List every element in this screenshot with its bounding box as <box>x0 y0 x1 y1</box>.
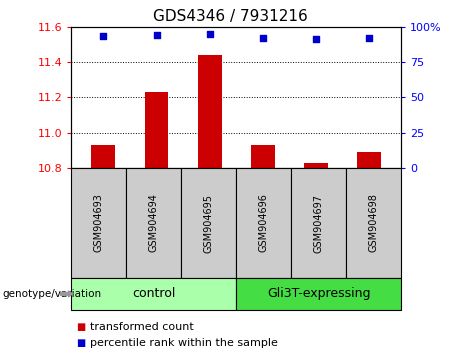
Bar <box>304 163 328 168</box>
Text: genotype/variation: genotype/variation <box>2 289 101 299</box>
Point <box>206 31 213 36</box>
Bar <box>251 145 275 168</box>
Text: GSM904696: GSM904696 <box>259 194 269 252</box>
Text: Gli3T-expressing: Gli3T-expressing <box>267 287 371 300</box>
Point <box>312 36 319 42</box>
Bar <box>357 152 381 168</box>
Text: transformed count: transformed count <box>90 322 194 332</box>
Point <box>366 35 373 41</box>
Text: percentile rank within the sample: percentile rank within the sample <box>90 338 278 348</box>
Text: GSM904695: GSM904695 <box>204 194 214 252</box>
Text: GSM904697: GSM904697 <box>313 194 324 252</box>
Point <box>153 32 160 38</box>
Text: GSM904698: GSM904698 <box>369 194 378 252</box>
Text: GSM904693: GSM904693 <box>94 194 104 252</box>
Bar <box>145 92 168 168</box>
Bar <box>198 55 222 168</box>
Text: control: control <box>132 287 176 300</box>
Bar <box>91 145 115 168</box>
Text: GSM904694: GSM904694 <box>149 194 159 252</box>
Point <box>259 35 266 41</box>
Text: ■: ■ <box>76 338 85 348</box>
Text: ■: ■ <box>76 322 85 332</box>
Point <box>100 34 107 39</box>
Text: GDS4346 / 7931216: GDS4346 / 7931216 <box>153 9 308 24</box>
